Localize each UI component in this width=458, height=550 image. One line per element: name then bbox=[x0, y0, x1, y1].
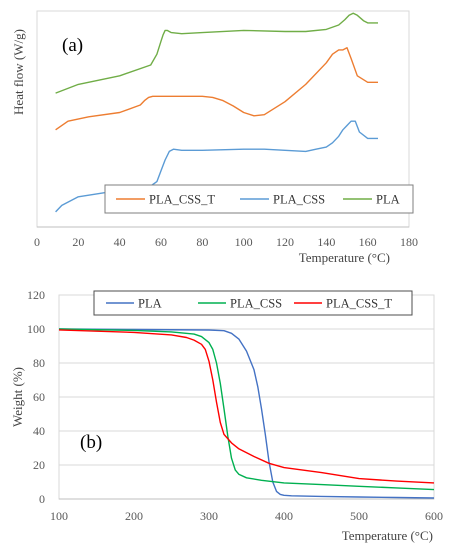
tga-x-tick-label: 300 bbox=[200, 509, 218, 523]
tga-y-tick-label: 80 bbox=[33, 356, 45, 370]
tga-series-line-pla-css-t bbox=[58, 329, 435, 484]
tga-y-tick-label: 120 bbox=[27, 288, 45, 302]
tga-y-axis-label: Weight (%) bbox=[10, 367, 25, 427]
tga-legend-label-pla-css-t: PLA_CSS_T bbox=[326, 297, 392, 311]
dsc-x-tick-label: 80 bbox=[196, 235, 208, 249]
tga-y-tick-labels: 0 20 40 60 80 100 120 bbox=[27, 288, 45, 506]
dsc-x-tick-label: 180 bbox=[400, 235, 418, 249]
tga-y-tick-label: 20 bbox=[33, 458, 45, 472]
tga-gridlines bbox=[59, 294, 434, 466]
dsc-x-tick-labels: 0 20 40 60 80 100 120 140 160 180 bbox=[34, 235, 418, 249]
tga-x-tick-labels: 100 200 300 400 500 600 bbox=[50, 509, 443, 523]
tga-x-tick-label: 600 bbox=[425, 509, 443, 523]
tga-x-tick-label: 200 bbox=[125, 509, 143, 523]
dsc-x-axis-label: Temperature (°C) bbox=[299, 250, 390, 265]
tga-series-group bbox=[58, 328, 435, 499]
tga-y-tick-label: 0 bbox=[39, 492, 45, 506]
tga-legend-label-pla-css: PLA_CSS bbox=[230, 297, 282, 311]
dsc-legend-label-pla-css-t: PLA_CSS_T bbox=[149, 193, 215, 207]
tga-y-tick-label: 40 bbox=[33, 424, 45, 438]
tga-chart: 100 200 300 400 500 600 0 20 40 60 80 100 120 (b) T… bbox=[10, 288, 443, 543]
tga-x-tick-label: 400 bbox=[275, 509, 293, 523]
dsc-x-tick-label: 160 bbox=[359, 235, 377, 249]
dsc-x-tick-label: 40 bbox=[114, 235, 126, 249]
tga-panel-label: (b) bbox=[80, 432, 102, 453]
tga-x-tick-label: 500 bbox=[350, 509, 368, 523]
dsc-legend-label-pla-css: PLA_CSS bbox=[273, 193, 325, 207]
dsc-series-line-pla-css-t bbox=[55, 47, 378, 131]
dsc-x-tick-label: 140 bbox=[317, 235, 335, 249]
dsc-legend-label-pla: PLA bbox=[376, 193, 400, 207]
dsc-x-tick-label: 120 bbox=[276, 235, 294, 249]
dsc-legend: PLA_CSS_T PLA_CSS PLA bbox=[104, 184, 414, 214]
tga-series-line-pla-css bbox=[58, 328, 435, 491]
dsc-x-tick-label: 0 bbox=[34, 235, 40, 249]
dsc-x-tick-label: 20 bbox=[72, 235, 84, 249]
tga-legend: PLA PLA_CSS PLA_CSS_T bbox=[93, 290, 413, 316]
tga-y-tick-label: 100 bbox=[27, 322, 45, 336]
tga-series-line-pla bbox=[58, 328, 435, 499]
tga-legend-box bbox=[93, 290, 413, 316]
tga-x-tick-label: 100 bbox=[50, 509, 68, 523]
dsc-y-axis-label: Heat flow (W/g) bbox=[11, 29, 26, 115]
dsc-x-tick-label: 100 bbox=[235, 235, 253, 249]
tga-legend-label-pla: PLA bbox=[138, 297, 162, 311]
dsc-chart: 0 20 40 60 80 100 120 140 160 180 (a) Temperature… bbox=[11, 10, 418, 265]
dsc-x-tick-label: 60 bbox=[155, 235, 167, 249]
tga-x-axis-label: Temperature (°C) bbox=[342, 528, 433, 543]
dsc-series-line-pla bbox=[55, 12, 378, 94]
dsc-panel-label: (a) bbox=[62, 35, 83, 56]
dsc-series-group bbox=[55, 12, 378, 213]
tga-y-tick-label: 60 bbox=[33, 390, 45, 404]
